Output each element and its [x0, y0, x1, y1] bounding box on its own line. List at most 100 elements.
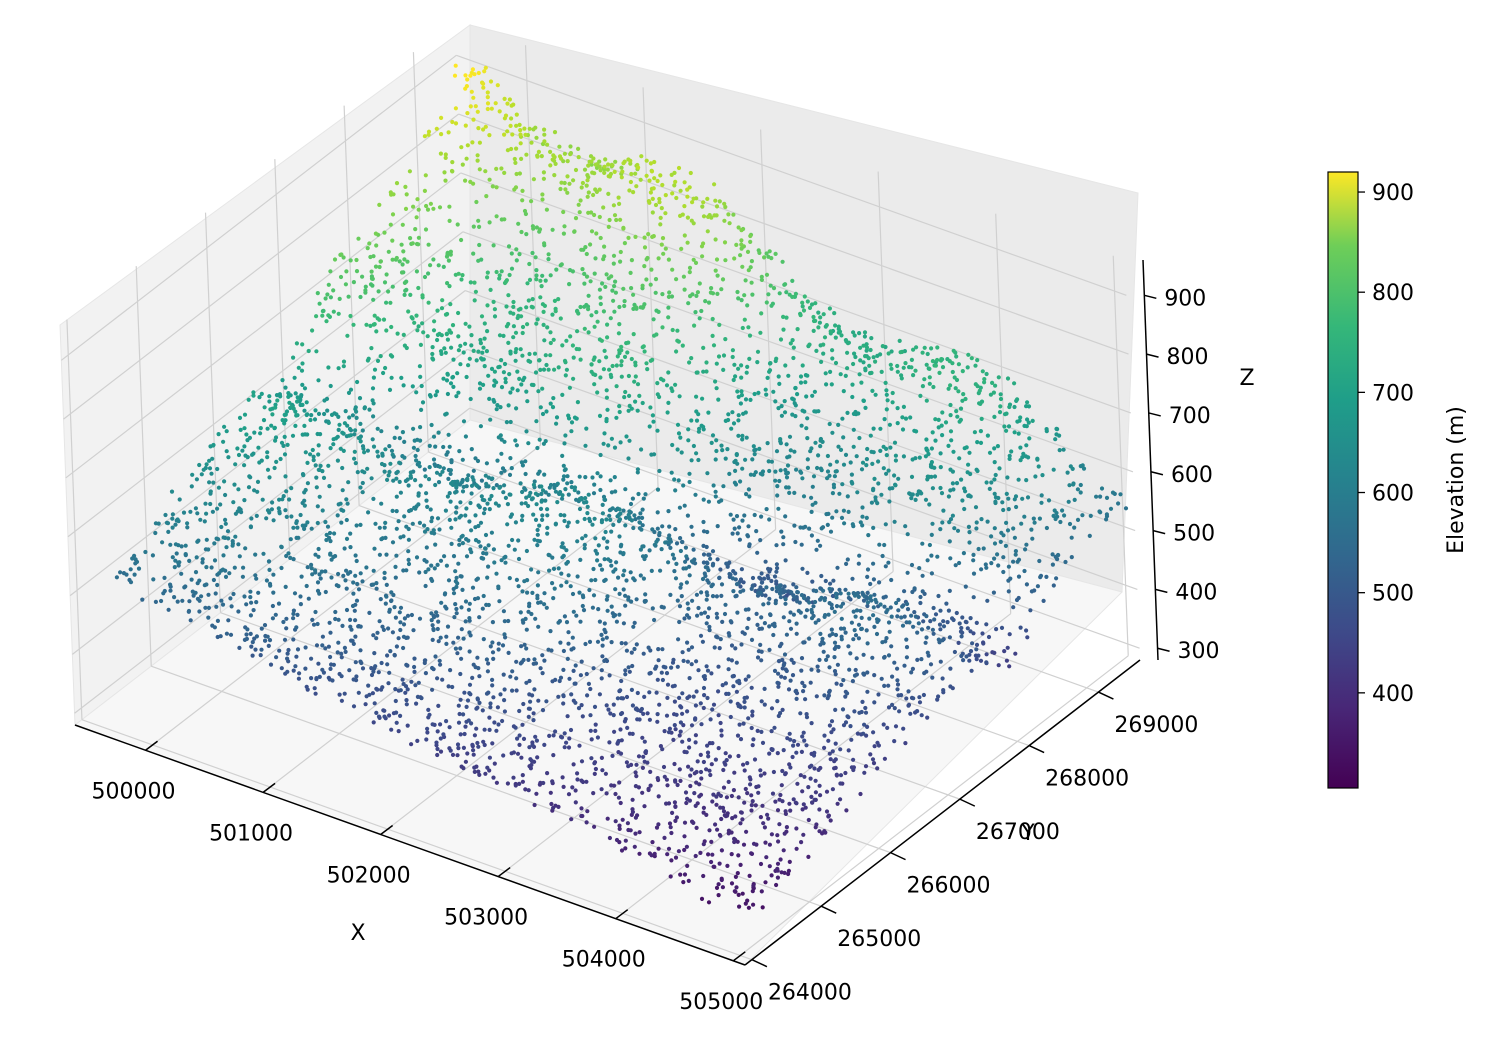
data-point: [888, 605, 893, 610]
data-point: [610, 288, 615, 293]
data-point: [910, 666, 916, 672]
data-point: [617, 404, 622, 409]
data-point: [578, 673, 584, 678]
data-point: [795, 742, 801, 747]
data-point: [707, 606, 712, 611]
data-point: [675, 598, 680, 603]
data-point: [745, 303, 750, 308]
data-point: [935, 554, 940, 559]
data-point: [369, 476, 374, 481]
data-point: [513, 160, 518, 165]
data-point: [981, 641, 986, 646]
data-point: [1004, 428, 1009, 433]
data-point: [709, 440, 714, 445]
data-point: [730, 354, 735, 360]
data-point: [535, 755, 540, 760]
data-point: [244, 632, 249, 637]
data-point: [435, 562, 440, 568]
data-point: [324, 319, 329, 324]
data-point: [625, 725, 630, 731]
data-point: [460, 541, 465, 546]
data-point: [475, 596, 481, 601]
data-point: [463, 434, 468, 439]
data-point: [404, 345, 409, 351]
data-point: [507, 472, 513, 477]
data-point: [624, 434, 629, 439]
data-point: [538, 295, 543, 300]
data-point: [651, 186, 656, 191]
data-point: [752, 452, 757, 457]
data-point: [353, 461, 358, 466]
data-point: [834, 459, 840, 464]
data-point: [541, 780, 546, 786]
data-point: [514, 247, 519, 252]
data-point: [566, 520, 571, 525]
data-point: [401, 568, 406, 573]
data-point: [472, 733, 477, 738]
data-point: [815, 465, 820, 471]
data-point: [638, 573, 643, 578]
data-point: [1001, 555, 1006, 560]
data-point: [672, 569, 677, 574]
data-point: [923, 640, 928, 645]
data-point: [489, 493, 494, 499]
data-point: [534, 225, 540, 230]
data-point: [524, 627, 529, 632]
data-point: [595, 319, 600, 324]
data-point: [740, 466, 745, 471]
data-point: [356, 236, 361, 241]
data-point: [399, 242, 404, 247]
data-point: [604, 597, 610, 602]
data-point: [298, 397, 303, 402]
data-point: [300, 361, 305, 366]
data-point: [322, 398, 327, 403]
data-point: [986, 634, 992, 640]
data-point: [315, 621, 320, 627]
data-point: [312, 417, 318, 422]
data-point: [623, 523, 628, 528]
data-point: [411, 628, 416, 633]
data-point: [418, 374, 423, 379]
data-point: [731, 517, 736, 522]
data-point: [826, 738, 831, 743]
data-point: [541, 441, 547, 446]
data-point: [971, 552, 976, 558]
data-point: [228, 596, 233, 601]
data-point: [813, 440, 818, 445]
data-point: [531, 512, 536, 517]
data-point: [680, 650, 685, 655]
data-point: [481, 739, 486, 744]
data-point: [749, 793, 754, 798]
data-point: [536, 570, 541, 575]
data-point: [188, 618, 193, 623]
data-point: [735, 389, 740, 394]
data-point: [838, 604, 844, 609]
data-point: [199, 594, 204, 599]
data-point: [459, 145, 464, 150]
data-point: [672, 800, 678, 805]
data-point: [739, 389, 744, 394]
data-point: [833, 591, 839, 596]
data-point: [974, 526, 979, 531]
data-point: [292, 591, 298, 596]
data-point: [338, 501, 343, 506]
data-point: [959, 634, 964, 639]
data-point: [722, 201, 727, 206]
data-point: [1030, 536, 1035, 541]
data-point: [236, 452, 242, 458]
data-point: [487, 507, 492, 512]
data-point: [747, 494, 752, 499]
data-point: [353, 618, 358, 623]
data-point: [519, 156, 524, 161]
data-point: [811, 318, 817, 324]
data-point: [565, 159, 570, 164]
data-point: [518, 132, 523, 137]
data-point: [506, 244, 512, 249]
data-point: [833, 672, 838, 677]
data-point: [570, 635, 575, 640]
data-point: [849, 472, 855, 477]
data-point: [562, 151, 568, 156]
data-point: [1044, 574, 1049, 580]
data-point: [920, 384, 926, 389]
data-point: [506, 340, 511, 345]
